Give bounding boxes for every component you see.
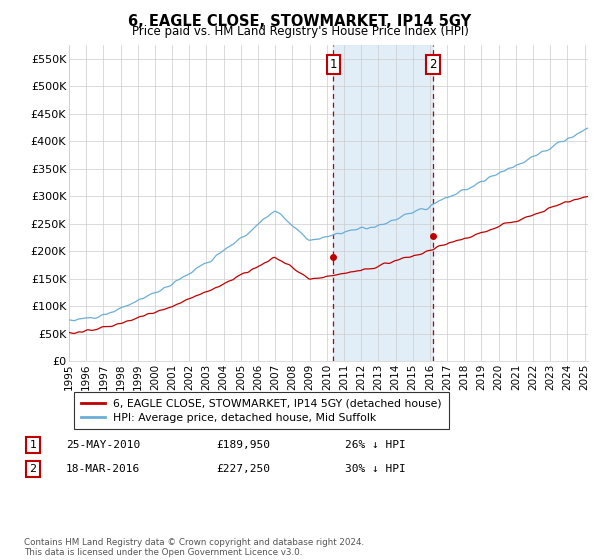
Text: 6, EAGLE CLOSE, STOWMARKET, IP14 5GY: 6, EAGLE CLOSE, STOWMARKET, IP14 5GY [128, 14, 472, 29]
Text: £227,250: £227,250 [216, 464, 270, 474]
Legend: 6, EAGLE CLOSE, STOWMARKET, IP14 5GY (detached house), HPI: Average price, detac: 6, EAGLE CLOSE, STOWMARKET, IP14 5GY (de… [74, 392, 449, 430]
Text: 2: 2 [29, 464, 37, 474]
Text: 25-MAY-2010: 25-MAY-2010 [66, 440, 140, 450]
Text: 30% ↓ HPI: 30% ↓ HPI [345, 464, 406, 474]
Text: 1: 1 [29, 440, 37, 450]
Text: 18-MAR-2016: 18-MAR-2016 [66, 464, 140, 474]
Text: Price paid vs. HM Land Registry's House Price Index (HPI): Price paid vs. HM Land Registry's House … [131, 25, 469, 38]
Text: 26% ↓ HPI: 26% ↓ HPI [345, 440, 406, 450]
Text: Contains HM Land Registry data © Crown copyright and database right 2024.
This d: Contains HM Land Registry data © Crown c… [24, 538, 364, 557]
Text: 1: 1 [329, 58, 337, 71]
Text: £189,950: £189,950 [216, 440, 270, 450]
Bar [334, 45, 433, 361]
Text: 2: 2 [429, 58, 437, 71]
